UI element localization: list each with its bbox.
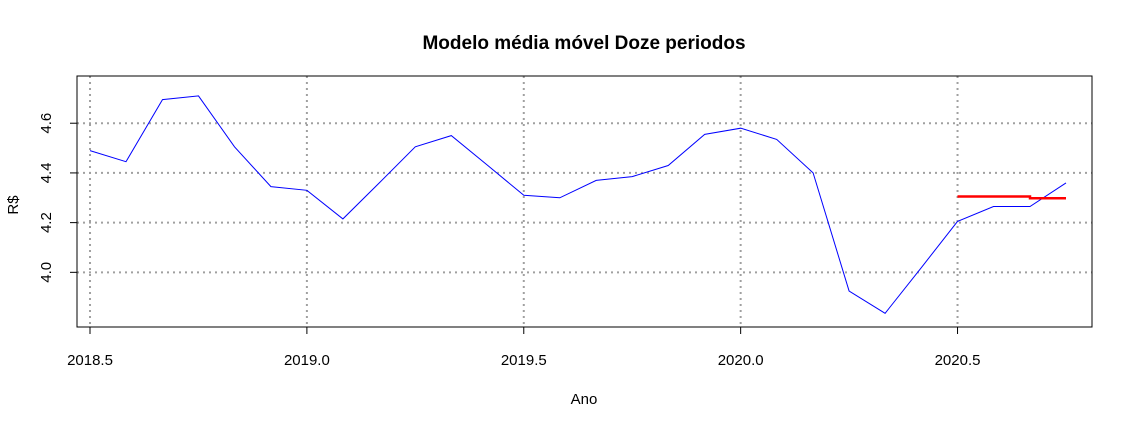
grid xyxy=(77,76,1092,327)
y-tick-label: 4.0 xyxy=(38,262,55,283)
x-axis: 2018.5 2019.0 2019.5 2020.0 2020.5 xyxy=(67,326,981,369)
y-tick-label: 4.2 xyxy=(38,212,55,233)
chart-title: Modelo média móvel Doze periodos xyxy=(422,33,745,54)
series-group xyxy=(89,95,1067,314)
x-tick-label: 2020.0 xyxy=(718,352,764,369)
y-axis-label: R$ xyxy=(5,195,22,215)
y-tick-label: 4.4 xyxy=(38,162,55,183)
x-tick-label: 2018.5 xyxy=(67,352,113,369)
x-axis-label: Ano xyxy=(571,391,598,408)
y-tick-label: 4.6 xyxy=(38,113,55,134)
series-line-red xyxy=(957,195,1066,200)
x-tick-label: 2019.5 xyxy=(501,352,547,369)
x-tick-label: 2020.5 xyxy=(935,352,981,369)
y-axis: 4.0 4.2 4.4 4.6 xyxy=(38,113,78,283)
series-line-blue xyxy=(89,95,1067,314)
x-tick-label: 2019.0 xyxy=(284,352,330,369)
plot-frame xyxy=(76,75,1093,328)
